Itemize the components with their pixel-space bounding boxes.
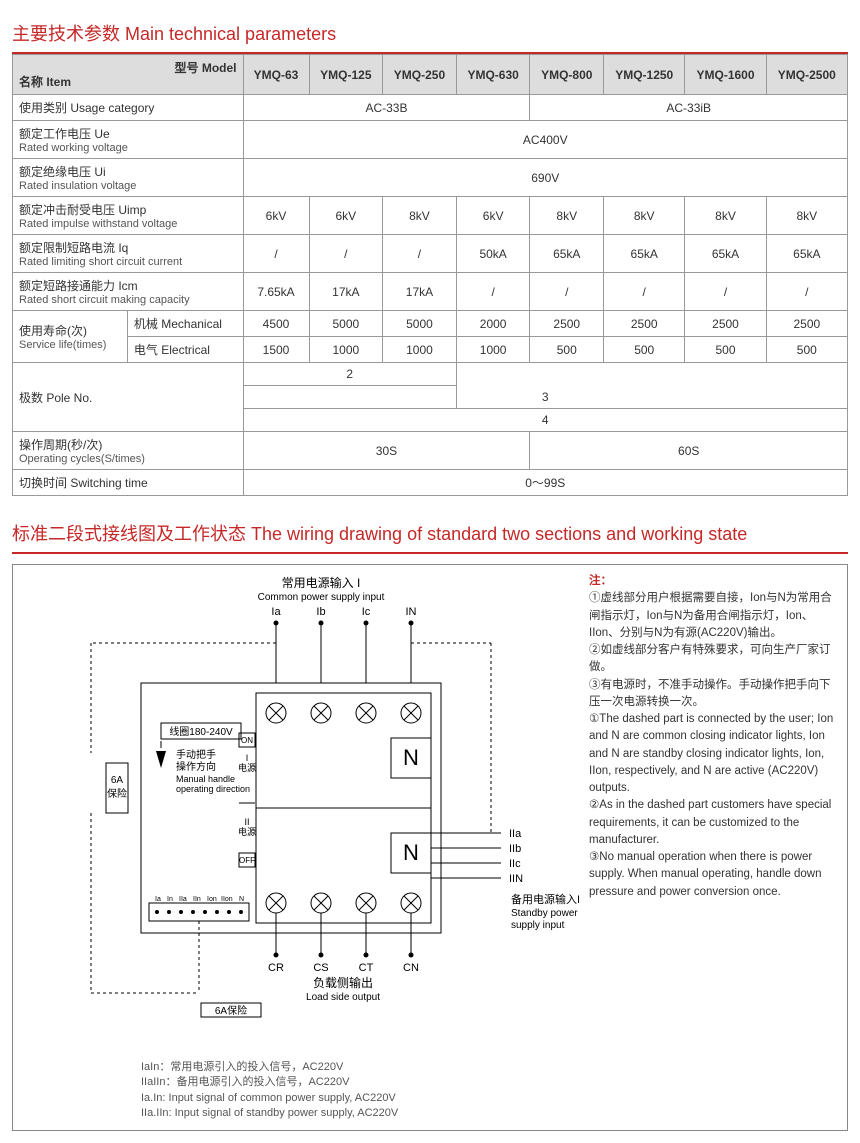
svg-text:6A: 6A xyxy=(111,775,124,786)
hdr-m4: YMQ-800 xyxy=(530,55,604,95)
svg-text:保险: 保险 xyxy=(107,787,127,800)
svg-text:OFF: OFF xyxy=(239,856,255,865)
hdr-item: 型号 Model 名称 Item xyxy=(13,55,244,95)
cycle-30: 30S xyxy=(243,432,530,470)
svg-text:手动把手: 手动把手 xyxy=(176,748,216,761)
svg-text:N: N xyxy=(239,896,244,903)
svg-text:Common power supply input: Common power supply input xyxy=(258,592,385,603)
svg-text:CS: CS xyxy=(313,962,328,974)
ue-v: AC400V xyxy=(243,121,847,159)
svg-text:Ib: Ib xyxy=(316,606,325,618)
hdr-m5: YMQ-1250 xyxy=(604,55,685,95)
row-usage: 使用类别 Usage category xyxy=(13,95,244,121)
row-cycle: 操作周期(秒/次)Operating cycles(S/times) xyxy=(13,432,244,470)
svg-text:6A保险: 6A保险 xyxy=(215,1004,247,1017)
svg-text:操作方向: 操作方向 xyxy=(176,760,216,773)
cycle-60: 60S xyxy=(530,432,848,470)
svg-text:Standby power: Standby power xyxy=(511,908,578,919)
row-uimp: 额定冲击耐受电压 UimpRated impulse withstand vol… xyxy=(13,197,244,235)
svg-text:Load side output: Load side output xyxy=(306,992,380,1003)
usage-v2: AC-33iB xyxy=(530,95,848,121)
hdr-m2: YMQ-250 xyxy=(383,55,457,95)
svg-text:负载侧输出: 负载侧输出 xyxy=(313,975,373,990)
svg-text:CT: CT xyxy=(359,962,374,974)
svg-text:电源: 电源 xyxy=(238,762,256,773)
svg-text:Ion: Ion xyxy=(207,896,217,903)
row-mech: 机械 Mechanical xyxy=(127,311,243,337)
hdr-m0: YMQ-63 xyxy=(243,55,309,95)
svg-text:IN: IN xyxy=(406,606,417,618)
svg-text:IIN: IIN xyxy=(509,873,523,885)
svg-text:In: In xyxy=(167,896,173,903)
hdr-m7: YMQ-2500 xyxy=(766,55,847,95)
diagram-notes: 注： ①虚线部分用户根据需要自接，Ion与N为常用合闸指示灯，Ion与N为备用合… xyxy=(581,573,839,1122)
svg-text:电源: 电源 xyxy=(238,826,256,837)
svg-text:ON: ON xyxy=(241,736,253,745)
row-ui: 额定绝缘电压 UiRated insulation voltage xyxy=(13,159,244,197)
diagram-legend: IaIn：常用电源引入的投入信号，AC220V IIaIIn：备用电源引入的投入… xyxy=(21,1060,581,1122)
svg-text:线圈180-240V: 线圈180-240V xyxy=(169,725,233,738)
svg-text:supply input: supply input xyxy=(511,920,565,931)
wiring-diagram: 常用电源输入 I Common power supply input Ia Ib… xyxy=(12,564,848,1131)
ui-v: 690V xyxy=(243,159,847,197)
params-table: 型号 Model 名称 Item YMQ-63 YMQ-125 YMQ-250 … xyxy=(12,54,848,496)
svg-text:IIc: IIc xyxy=(509,858,521,870)
hdr-m1: YMQ-125 xyxy=(309,55,383,95)
pole-2: 2 xyxy=(243,363,456,386)
section2-title: 标准二段式接线图及工作状态 The wiring drawing of stan… xyxy=(12,520,848,554)
svg-text:IIn: IIn xyxy=(193,896,201,903)
svg-text:IIb: IIb xyxy=(509,843,521,855)
row-icm: 额定短路接通能力 IcmRated short circuit making c… xyxy=(13,273,244,311)
svg-text:CR: CR xyxy=(268,962,284,974)
svg-text:Ia: Ia xyxy=(155,896,161,903)
row-iq: 额定限制短路电流 IqRated limiting short circuit … xyxy=(13,235,244,273)
svg-text:N: N xyxy=(403,840,419,865)
hdr-m6: YMQ-1600 xyxy=(685,55,766,95)
svg-text:operating direction: operating direction xyxy=(176,784,250,794)
hdr-m3: YMQ-630 xyxy=(456,55,530,95)
svg-text:I: I xyxy=(246,753,249,763)
wiring-svg: 常用电源输入 I Common power supply input Ia Ib… xyxy=(21,573,581,1053)
svg-text:CN: CN xyxy=(403,962,419,974)
svg-text:常用电源输入 I: 常用电源输入 I xyxy=(282,575,361,590)
row-ue: 额定工作电压 UeRated working voltage xyxy=(13,121,244,159)
svg-text:IIa: IIa xyxy=(509,828,522,840)
svg-text:Manual handle: Manual handle xyxy=(176,774,235,784)
svg-text:IIa: IIa xyxy=(179,896,187,903)
svg-text:备用电源输入II: 备用电源输入II xyxy=(511,892,581,906)
row-pole: 极数 Pole No. xyxy=(13,363,244,432)
svg-text:IIon: IIon xyxy=(221,896,233,903)
svg-text:N: N xyxy=(403,745,419,770)
swtime-v: 0～99S xyxy=(243,470,847,496)
row-elec: 电气 Electrical xyxy=(127,337,243,363)
usage-v1: AC-33B xyxy=(243,95,530,121)
pole-4: 4 xyxy=(243,409,847,432)
svg-text:Ic: Ic xyxy=(362,606,371,618)
row-life: 使用寿命(次)Service life(times) xyxy=(13,311,128,363)
pole-3: 3 xyxy=(243,386,847,409)
section1-title: 主要技术参数 Main technical parameters xyxy=(12,20,848,54)
row-swtime: 切换时间 Switching time xyxy=(13,470,244,496)
svg-text:Ia: Ia xyxy=(271,606,281,618)
svg-text:II: II xyxy=(244,817,249,827)
